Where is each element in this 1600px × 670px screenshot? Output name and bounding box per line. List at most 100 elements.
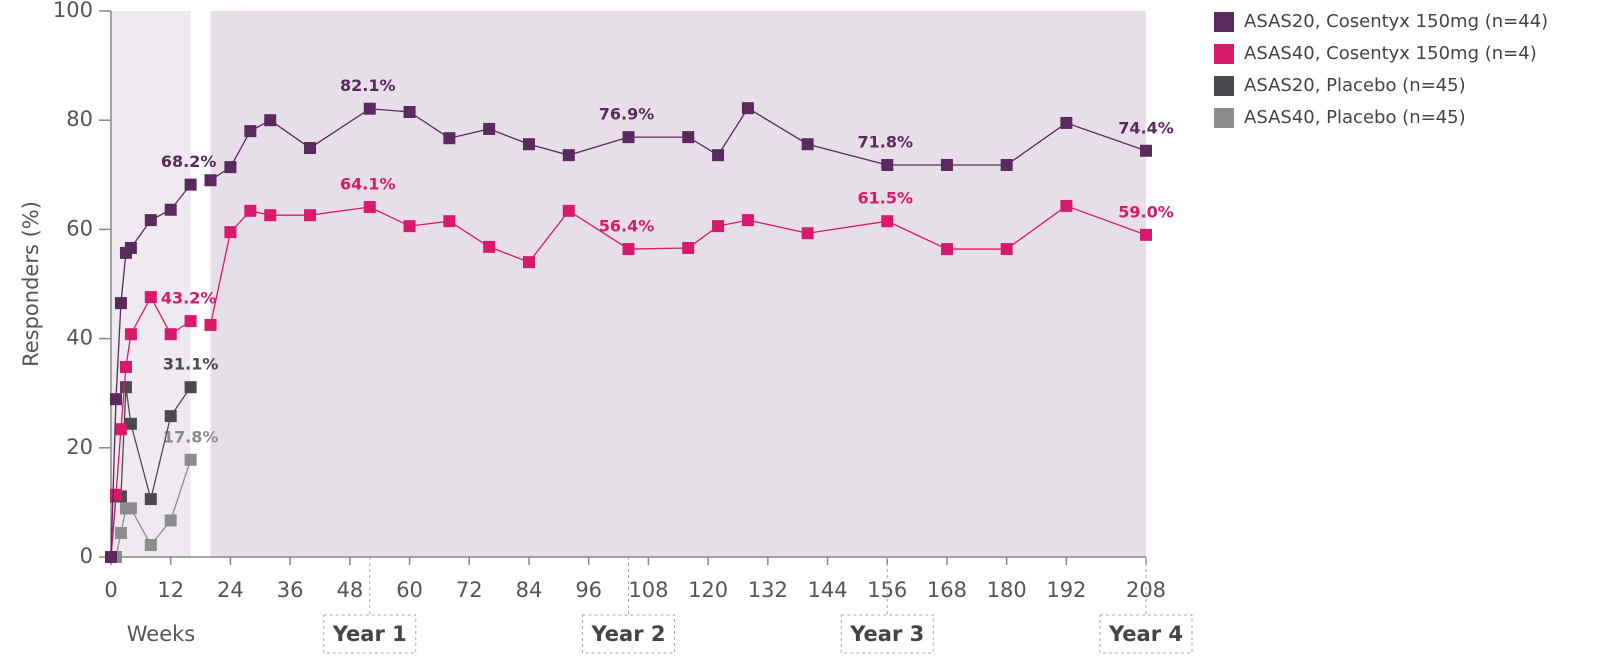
- shaded-range: [210, 11, 1146, 557]
- marker: [114, 297, 127, 310]
- legend-swatch: [1214, 12, 1234, 32]
- x-tick-label: 36: [277, 578, 304, 602]
- x-tick-label: 168: [927, 578, 967, 602]
- marker: [144, 291, 157, 304]
- x-tick-label: 132: [748, 578, 788, 602]
- x-tick-label: 120: [688, 578, 728, 602]
- marker: [443, 132, 456, 145]
- marker: [109, 488, 122, 501]
- series-line: [110, 295, 191, 558]
- x-tick-label: 192: [1046, 578, 1086, 602]
- year-label: Year 1: [332, 622, 407, 646]
- marker: [184, 453, 197, 466]
- value-label: 64.1%: [340, 175, 396, 194]
- y-tick-label: 20: [66, 435, 93, 459]
- marker: [119, 381, 132, 394]
- x-tick-label: 0: [104, 578, 117, 602]
- marker: [363, 201, 376, 214]
- y-tick-label: 60: [66, 216, 93, 240]
- marker: [562, 149, 575, 162]
- marker: [224, 226, 237, 239]
- marker: [522, 256, 535, 269]
- marker: [224, 161, 237, 174]
- year-label: Year 4: [1108, 622, 1183, 646]
- marker: [443, 215, 456, 228]
- y-tick-label: 0: [80, 544, 93, 568]
- shaded-range: [111, 11, 191, 557]
- value-label: 74.4%: [1118, 118, 1174, 137]
- marker: [164, 410, 177, 423]
- marker: [304, 209, 317, 222]
- year-label: Year 2: [591, 622, 666, 646]
- marker: [712, 149, 725, 162]
- x-tick-label: 60: [396, 578, 423, 602]
- marker: [244, 204, 257, 217]
- legend-swatch: [1214, 76, 1234, 96]
- x-tick-label: 48: [336, 578, 363, 602]
- marker: [119, 360, 132, 373]
- marker: [124, 241, 137, 254]
- year-box: [582, 614, 675, 654]
- marker: [741, 102, 754, 115]
- x-tick-label: 12: [157, 578, 184, 602]
- marker: [124, 417, 137, 430]
- marker: [1000, 243, 1013, 256]
- marker: [109, 393, 122, 406]
- x-tick-label: 180: [987, 578, 1027, 602]
- marker: [940, 243, 953, 256]
- value-label: 82.1%: [340, 76, 396, 95]
- legend-label: ASAS40, Placebo (n=45): [1244, 107, 1466, 128]
- year-box: [1099, 614, 1193, 654]
- marker: [105, 551, 117, 563]
- marker: [124, 328, 137, 341]
- x-tick-label: 144: [807, 578, 847, 602]
- x-axis-label: Weeks: [127, 622, 195, 646]
- marker: [144, 493, 157, 506]
- marker: [881, 215, 894, 228]
- year-box: [840, 614, 934, 654]
- marker: [562, 204, 575, 217]
- marker: [483, 240, 496, 253]
- marker: [264, 209, 277, 222]
- value-label: 59.0%: [1118, 202, 1174, 221]
- marker: [1140, 144, 1152, 157]
- value-label: 76.9%: [599, 105, 655, 124]
- marker: [304, 142, 317, 155]
- marker: [801, 227, 814, 240]
- marker: [164, 328, 177, 341]
- marker: [940, 158, 953, 171]
- marker: [1060, 116, 1073, 129]
- marker: [881, 158, 894, 171]
- marker: [184, 381, 197, 394]
- marker: [801, 138, 814, 151]
- marker: [164, 203, 177, 216]
- marker: [164, 514, 177, 527]
- legend-label: ASAS20, Cosentyx 150mg (n=44): [1244, 11, 1548, 32]
- value-label: 61.5%: [857, 189, 913, 208]
- year-box: [323, 614, 417, 654]
- x-tick-label: 108: [628, 578, 668, 602]
- marker: [144, 214, 157, 227]
- marker: [114, 526, 127, 539]
- x-tick-label: 24: [217, 578, 244, 602]
- value-label: 56.4%: [599, 217, 655, 236]
- marker: [264, 114, 277, 127]
- marker: [622, 243, 635, 256]
- x-tick-label: 96: [575, 578, 602, 602]
- marker: [363, 102, 376, 115]
- marker: [712, 220, 725, 233]
- marker: [184, 315, 197, 328]
- value-label: 71.8%: [857, 132, 913, 151]
- y-tick-label: 80: [66, 107, 93, 131]
- x-tick-label: 84: [516, 578, 543, 602]
- x-tick-label: 72: [456, 578, 483, 602]
- marker: [403, 220, 416, 233]
- marker: [682, 131, 695, 144]
- marker: [682, 241, 695, 254]
- value-label: 43.2%: [161, 289, 217, 308]
- marker: [124, 502, 137, 515]
- marker: [1000, 158, 1013, 171]
- y-axis-label: Responders (%): [19, 201, 43, 367]
- value-label: 68.2%: [161, 152, 217, 171]
